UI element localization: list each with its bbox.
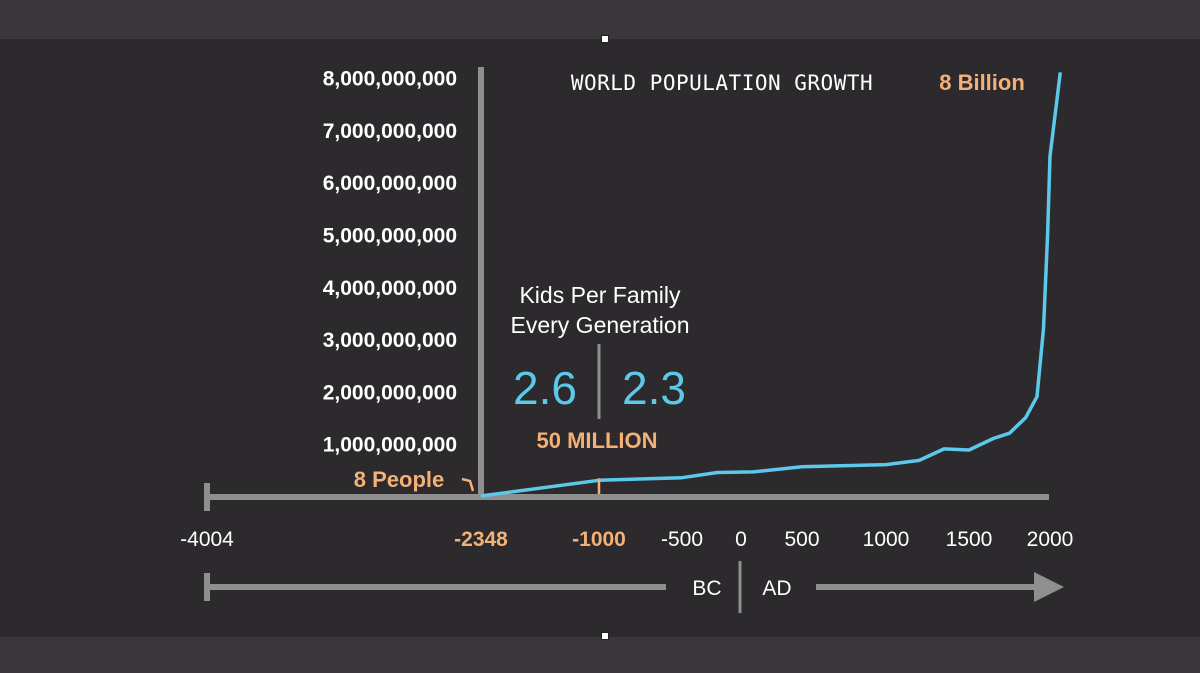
y-tick-labels: 1,000,000,000 2,000,000,000 3,000,000,000 4… xyxy=(323,68,457,457)
x-tick-label: 1500 xyxy=(946,528,993,551)
marker-label: 50 MILLION xyxy=(536,428,657,453)
y-tick-label: 4,000,000,000 xyxy=(323,277,457,300)
y-tick-label: 7,000,000,000 xyxy=(323,120,457,143)
era-arrow-head xyxy=(1034,572,1064,602)
start-label-pointer xyxy=(461,477,475,492)
bc-label: BC xyxy=(692,577,721,600)
y-tick-label: 3,000,000,000 xyxy=(323,329,457,352)
kids-caption-line1: Kids Per Family xyxy=(519,282,681,308)
x-tick-labels: -4004 -2348 -1000 -500 0 500 1000 1500 2000 xyxy=(180,528,1073,551)
y-tick-label: 6,000,000,000 xyxy=(323,172,457,195)
ad-label: AD xyxy=(762,577,791,600)
y-tick-label: 5,000,000,000 xyxy=(323,225,457,248)
series-marks xyxy=(480,72,1063,498)
slide-canvas: WORLD POPULATION GROWTH 8 Billion 1,000,… xyxy=(0,35,1200,640)
population-chart: WORLD POPULATION GROWTH 8 Billion 1,000,… xyxy=(180,67,1073,613)
x-tick-label: -1000 xyxy=(572,528,626,551)
kids-value-after: 2.3 xyxy=(622,362,686,414)
bottom-resize-handle[interactable] xyxy=(601,632,609,640)
x-tick-label: 0 xyxy=(735,528,747,551)
population-series-line xyxy=(480,72,1063,498)
x-tick-label: -500 xyxy=(661,528,703,551)
kids-caption-line2: Every Generation xyxy=(511,312,690,338)
x-tick-label: 2000 xyxy=(1027,528,1074,551)
x-tick-label: -2348 xyxy=(454,528,508,551)
x-tick-label: 1000 xyxy=(863,528,910,551)
x-tick-label: -4004 xyxy=(180,528,234,551)
end-label: 8 Billion xyxy=(939,70,1025,95)
x-tick-label: 500 xyxy=(784,528,819,551)
start-label: 8 People xyxy=(354,467,444,492)
chart-title: WORLD POPULATION GROWTH xyxy=(571,71,873,95)
y-tick-label: 2,000,000,000 xyxy=(323,381,457,404)
y-tick-label: 8,000,000,000 xyxy=(323,68,457,91)
top-resize-handle[interactable] xyxy=(601,35,609,43)
kids-value-before: 2.6 xyxy=(513,362,577,414)
y-tick-label: 1,000,000,000 xyxy=(323,434,457,457)
